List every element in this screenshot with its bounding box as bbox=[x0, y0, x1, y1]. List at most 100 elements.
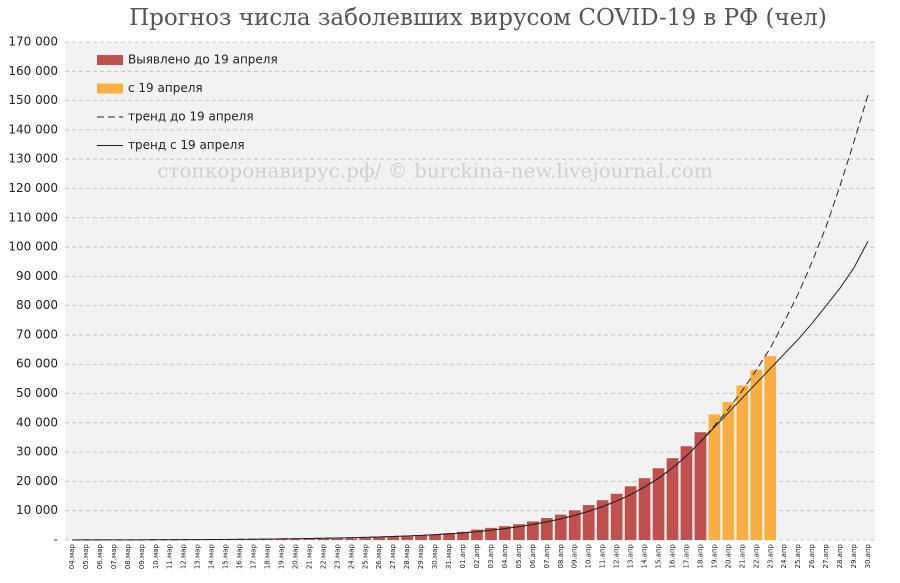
x-tick-label: 13.мар bbox=[194, 543, 202, 569]
bar bbox=[526, 521, 539, 540]
bar bbox=[708, 414, 721, 540]
x-tick-label: 20.мар bbox=[291, 543, 299, 569]
x-tick-label: 21.апр bbox=[738, 543, 746, 568]
x-tick-label: 27.мар bbox=[389, 543, 397, 569]
bar bbox=[722, 401, 735, 540]
x-tick-label: 15.мар bbox=[222, 543, 230, 569]
bar bbox=[485, 527, 497, 540]
x-tick-label: 12.апр bbox=[613, 543, 621, 568]
legend-label: тренд с 19 апреля bbox=[128, 138, 245, 152]
y-tick-label: 140 000 bbox=[8, 122, 58, 136]
bar bbox=[568, 510, 581, 540]
y-tick-label: 100 000 bbox=[8, 240, 58, 254]
y-tick-label: 130 000 bbox=[8, 152, 58, 166]
bar bbox=[638, 478, 651, 540]
x-tick-label: 26.апр bbox=[808, 543, 816, 568]
x-tick-label: 08.апр bbox=[557, 543, 565, 568]
bar bbox=[610, 493, 623, 540]
y-tick-label: 160 000 bbox=[8, 64, 58, 78]
x-tick-label: 30.апр bbox=[864, 543, 872, 568]
y-tick-label: 50 000 bbox=[16, 386, 58, 400]
bar bbox=[736, 385, 749, 540]
x-tick-label: 02.апр bbox=[473, 543, 481, 568]
x-tick-label: 11.мар bbox=[166, 543, 174, 569]
bar bbox=[373, 537, 386, 540]
bar bbox=[275, 539, 288, 540]
x-tick-label: 27.апр bbox=[822, 543, 830, 568]
x-tick-label: 01.апр bbox=[459, 543, 467, 568]
bar bbox=[554, 514, 567, 540]
x-tick-label: 03.апр bbox=[487, 543, 495, 568]
bar bbox=[596, 500, 609, 540]
legend-label: Выявлено до 19 апреля bbox=[128, 53, 278, 67]
x-tick-label: 25.апр bbox=[794, 543, 802, 568]
x-tick-label: 30.мар bbox=[431, 543, 439, 569]
x-tick-label: 24.мар bbox=[347, 543, 355, 569]
x-tick-label: 21.мар bbox=[305, 543, 313, 569]
x-tick-label: 24.апр bbox=[780, 543, 788, 568]
bar bbox=[443, 533, 455, 540]
x-tick-label: 17.мар bbox=[250, 543, 258, 569]
x-tick-label: 07.мар bbox=[110, 543, 118, 569]
legend-label: тренд до 19 апреля bbox=[128, 110, 254, 124]
x-tick-label: 14.апр bbox=[641, 543, 649, 568]
x-tick-label: 12.мар bbox=[180, 543, 188, 569]
x-tick-label: 18.апр bbox=[696, 543, 704, 568]
legend-label: с 19 апреля bbox=[128, 81, 203, 95]
x-tick-label: 05.апр bbox=[515, 543, 523, 568]
x-tick-label: 22.мар bbox=[319, 543, 327, 569]
bar bbox=[513, 524, 525, 540]
x-tick-label: 23.мар bbox=[333, 543, 341, 569]
x-tick-label: 16.мар bbox=[236, 543, 244, 569]
x-tick-label: 05.мар bbox=[82, 543, 90, 569]
bar bbox=[750, 370, 763, 540]
x-tick-label: 17.апр bbox=[682, 543, 690, 568]
x-tick-label: 31.мар bbox=[445, 543, 453, 569]
bar bbox=[471, 529, 483, 540]
x-tick-label: 10.апр bbox=[585, 543, 593, 568]
x-tick-label: 07.апр bbox=[543, 543, 551, 568]
bar bbox=[317, 538, 330, 540]
bar bbox=[401, 536, 414, 540]
y-tick-label: 170 000 bbox=[8, 35, 58, 49]
y-tick-label: 90 000 bbox=[16, 269, 58, 283]
x-tick-label: 29.мар bbox=[417, 543, 425, 569]
y-tick-label: 110 000 bbox=[8, 210, 58, 224]
y-tick-label: 150 000 bbox=[8, 93, 58, 107]
watermark: стопкоронавирус.рф/ © burckina-new.livej… bbox=[157, 159, 713, 183]
bar bbox=[415, 535, 427, 540]
y-tick-label: 30 000 bbox=[16, 445, 58, 459]
bar bbox=[331, 538, 344, 540]
x-tick-label: 28.мар bbox=[403, 543, 411, 569]
y-tick-label: 60 000 bbox=[16, 357, 58, 371]
bar bbox=[540, 518, 553, 540]
x-tick-label: 04.мар bbox=[68, 543, 76, 569]
bar bbox=[666, 458, 679, 540]
x-tick-label: 18.мар bbox=[264, 543, 272, 569]
y-tick-label: 120 000 bbox=[8, 181, 58, 195]
x-tick-label: 14.мар bbox=[208, 543, 216, 569]
y-tick-label: 20 000 bbox=[16, 474, 58, 488]
x-tick-label: 26.мар bbox=[375, 543, 383, 569]
x-tick-label: 04.апр bbox=[501, 543, 509, 568]
x-tick-label: 15.апр bbox=[655, 543, 663, 568]
bar bbox=[303, 539, 316, 540]
bar bbox=[499, 526, 511, 540]
bar bbox=[359, 538, 372, 540]
bar bbox=[345, 538, 358, 540]
x-tick-label: 16.апр bbox=[669, 543, 677, 568]
x-tick-label: 19.мар bbox=[277, 543, 285, 569]
bar bbox=[387, 536, 400, 540]
bar bbox=[652, 468, 665, 540]
bar bbox=[582, 505, 595, 540]
x-tick-label: 11.апр bbox=[599, 543, 607, 568]
x-tick-label: 23.апр bbox=[766, 543, 774, 568]
y-tick-label: 10 000 bbox=[16, 503, 58, 517]
bar bbox=[429, 534, 441, 540]
x-tick-label: 08.мар bbox=[124, 543, 132, 569]
y-tick-label: 40 000 bbox=[16, 415, 58, 429]
x-tick-label: 28.апр bbox=[836, 543, 844, 568]
legend-swatch bbox=[97, 55, 123, 65]
x-tick-label: 06.мар bbox=[96, 543, 104, 569]
